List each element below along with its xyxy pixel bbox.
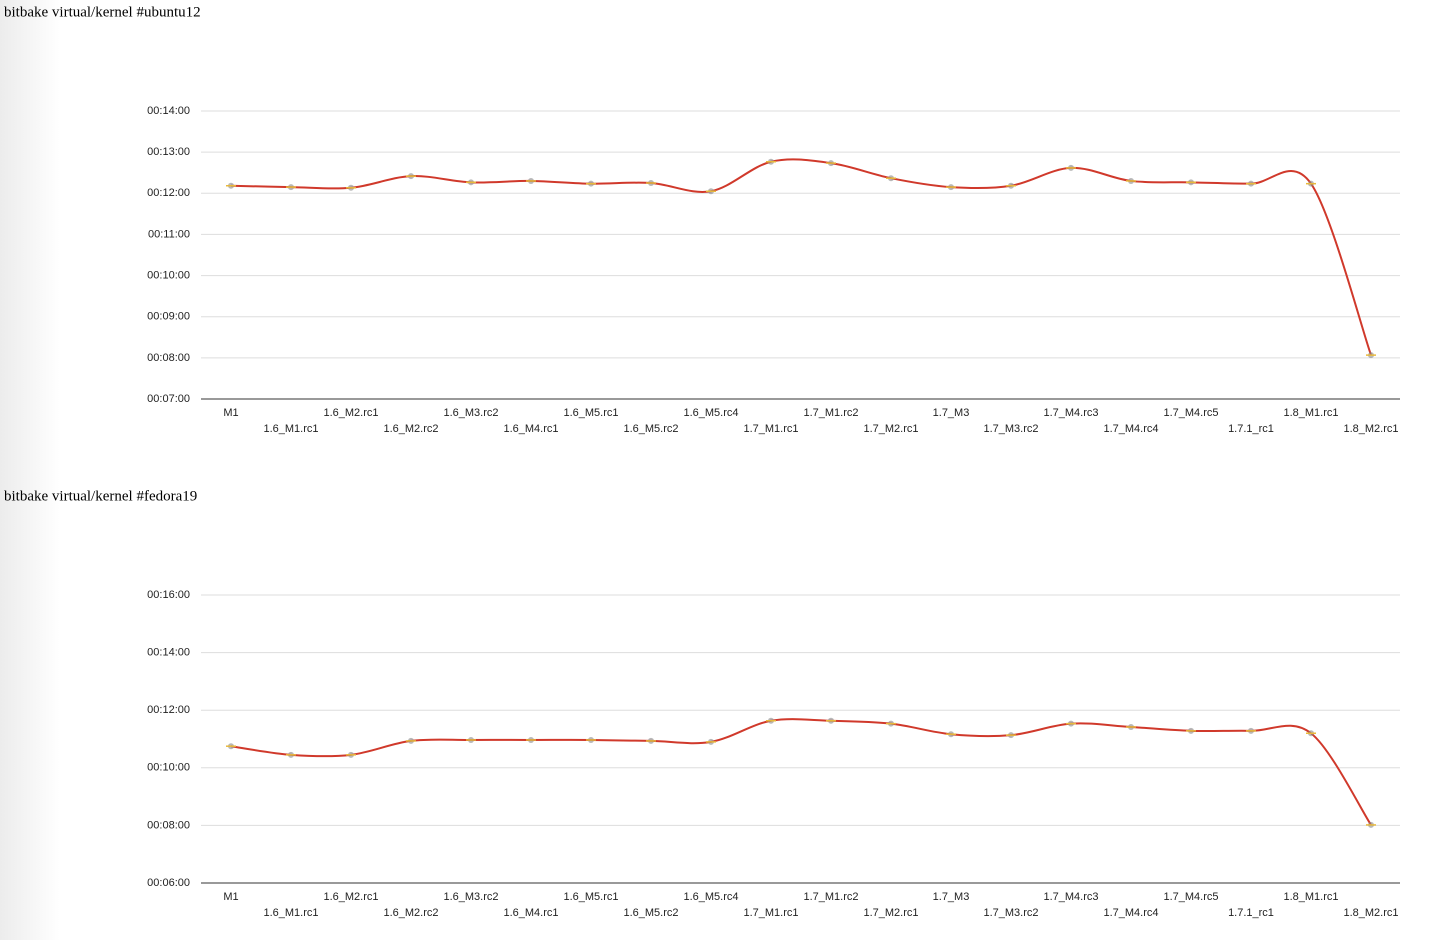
x-tick-label: M1 [223, 891, 238, 903]
y-tick-label: 00:08:00 [147, 352, 190, 364]
x-tick-label: 1.7.1_rc1 [1228, 423, 1274, 435]
x-tick-label: 1.7_M4.rc5 [1163, 407, 1218, 419]
y-tick-label: 00:13:00 [147, 146, 190, 158]
chart: bitbake virtual/kernel #fedora19 00:06:00… [4, 488, 1400, 919]
x-tick-label: 1.6_M5.rc4 [683, 407, 738, 419]
y-tick-label: 00:06:00 [147, 877, 190, 889]
x-tick-label: 1.7_M2.rc1 [863, 907, 918, 919]
y-tick-label: 00:12:00 [147, 704, 190, 716]
x-tick-label: 1.6_M2.rc2 [383, 423, 438, 435]
x-tick-label: 1.6_M5.rc2 [623, 423, 678, 435]
y-tick-label: 00:12:00 [147, 187, 190, 199]
x-tick-label: 1.8_M2.rc1 [1343, 423, 1398, 435]
x-tick-label: 1.8_M1.rc1 [1283, 407, 1338, 419]
x-tick-label: 1.7_M4.rc3 [1043, 407, 1098, 419]
y-tick-label: 00:07:00 [147, 393, 190, 405]
x-tick-label: 1.6_M5.rc4 [683, 891, 738, 903]
x-tick-label: 1.7_M3.rc2 [983, 907, 1038, 919]
x-tick-label: 1.6_M4.rc1 [503, 907, 558, 919]
chart: bitbake virtual/kernel #ubuntu12 00:07:00… [4, 4, 1400, 435]
y-tick-label: 00:09:00 [147, 311, 190, 323]
x-tick-label: 1.6_M2.rc1 [323, 407, 378, 419]
y-tick-label: 00:16:00 [147, 589, 190, 601]
x-tick-label: 1.6_M2.rc1 [323, 891, 378, 903]
mean-line [230, 718, 1372, 826]
x-tick-label: M1 [223, 407, 238, 419]
x-tick-label: 1.6_M5.rc2 [623, 907, 678, 919]
x-tick-label: 1.6_M3.rc2 [443, 891, 498, 903]
x-tick-label: 1.7_M1.rc2 [803, 891, 858, 903]
x-tick-label: 1.7_M3.rc2 [983, 423, 1038, 435]
x-tick-label: 1.7_M4.rc5 [1163, 891, 1218, 903]
x-tick-label: 1.6_M2.rc2 [383, 907, 438, 919]
y-tick-label: 00:14:00 [147, 105, 190, 117]
y-tick-label: 00:14:00 [147, 647, 190, 659]
x-tick-label: 1.6_M5.rc1 [563, 407, 618, 419]
x-tick-label: 1.6_M1.rc1 [263, 907, 318, 919]
y-tick-label: 00:08:00 [147, 819, 190, 831]
x-tick-label: 1.7_M1.rc1 [743, 907, 798, 919]
x-tick-label: 1.7_M4.rc4 [1103, 423, 1158, 435]
x-tick-label: 1.6_M1.rc1 [263, 423, 318, 435]
x-tick-label: 1.7_M1.rc1 [743, 423, 798, 435]
x-tick-label: 1.6_M3.rc2 [443, 407, 498, 419]
x-tick-label: 1.7_M3 [933, 891, 970, 903]
x-tick-label: 1.7_M1.rc2 [803, 407, 858, 419]
chart-title: bitbake virtual/kernel #fedora19 [4, 488, 197, 504]
x-tick-label: 1.6_M4.rc1 [503, 423, 558, 435]
x-tick-label: 1.8_M1.rc1 [1283, 891, 1338, 903]
x-tick-label: 1.7_M3 [933, 407, 970, 419]
x-tick-label: 1.7.1_rc1 [1228, 907, 1274, 919]
x-tick-label: 1.7_M4.rc4 [1103, 907, 1158, 919]
y-tick-label: 00:10:00 [147, 762, 190, 774]
x-tick-label: 1.7_M4.rc3 [1043, 891, 1098, 903]
chart-title: bitbake virtual/kernel #ubuntu12 [4, 4, 201, 20]
mean-line [230, 158, 1372, 356]
x-tick-label: 1.6_M5.rc1 [563, 891, 618, 903]
x-tick-label: 1.8_M2.rc1 [1343, 907, 1398, 919]
x-tick-label: 1.7_M2.rc1 [863, 423, 918, 435]
y-tick-label: 00:11:00 [148, 228, 190, 240]
y-tick-label: 00:10:00 [147, 269, 190, 281]
